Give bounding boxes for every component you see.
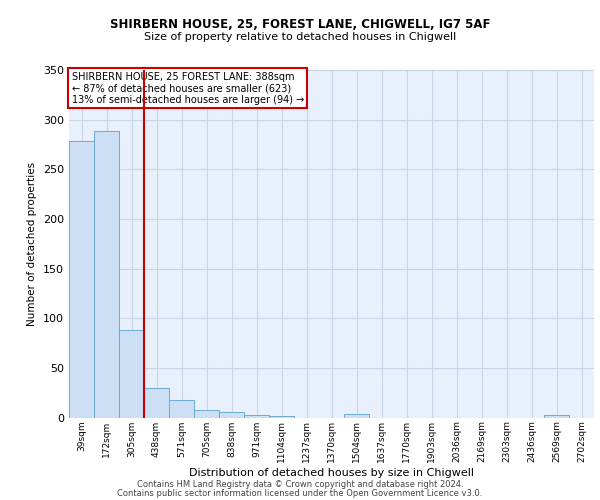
Bar (269, 416, 294, 418)
Text: Size of property relative to detached houses in Chigwell: Size of property relative to detached ho… (144, 32, 456, 42)
Bar (344, 414, 369, 418)
Bar (219, 412, 244, 418)
Y-axis label: Number of detached properties: Number of detached properties (28, 162, 37, 326)
Bar (94, 130, 119, 418)
Text: SHIRBERN HOUSE, 25, FOREST LANE, CHIGWELL, IG7 5AF: SHIRBERN HOUSE, 25, FOREST LANE, CHIGWEL… (110, 18, 490, 30)
Bar (144, 388, 169, 418)
Bar (244, 414, 269, 418)
Text: Contains public sector information licensed under the Open Government Licence v3: Contains public sector information licen… (118, 488, 482, 498)
Bar (119, 330, 144, 418)
X-axis label: Distribution of detached houses by size in Chigwell: Distribution of detached houses by size … (189, 468, 474, 478)
Bar (69, 142, 94, 418)
Text: Contains HM Land Registry data © Crown copyright and database right 2024.: Contains HM Land Registry data © Crown c… (137, 480, 463, 489)
Bar (194, 410, 219, 418)
Text: SHIRBERN HOUSE, 25 FOREST LANE: 388sqm
← 87% of detached houses are smaller (623: SHIRBERN HOUSE, 25 FOREST LANE: 388sqm ←… (71, 72, 304, 105)
Bar (544, 414, 569, 418)
Bar (169, 400, 194, 417)
